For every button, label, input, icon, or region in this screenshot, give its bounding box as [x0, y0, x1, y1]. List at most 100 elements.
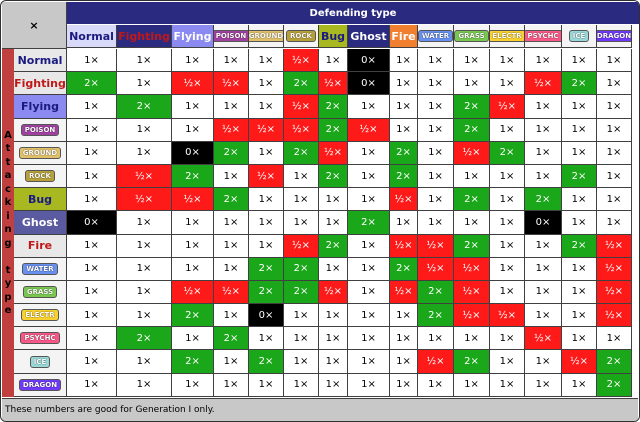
effectiveness-cell: 1× — [390, 72, 418, 96]
effectiveness-cell: 1× — [525, 118, 562, 142]
row-header-fire: Fire — [14, 234, 67, 258]
effectiveness-cell: 2× — [390, 141, 418, 165]
effectiveness-cell: 1× — [284, 188, 319, 212]
column-header-badge: ELECTR — [490, 30, 524, 42]
column-header-electr: ELECTR — [490, 25, 525, 48]
effectiveness-cell: 2× — [348, 211, 390, 235]
row-header-badge: DRAGON — [18, 378, 62, 391]
effectiveness-cell: 1× — [67, 141, 117, 165]
effectiveness-cell: 1× — [117, 49, 172, 73]
effectiveness-cell: 2× — [284, 72, 319, 96]
table-row: 1× 2× 1× 1× 1× ½× 2× 1× 1× 1× 2× ½× 1× 1× 1× — [67, 95, 632, 119]
effectiveness-cell: 2× — [319, 118, 348, 142]
effectiveness-cell: 1× — [525, 164, 562, 189]
effectiveness-cell: 1× — [67, 304, 117, 328]
effectiveness-cell: 0× — [525, 211, 562, 235]
attacking-label-char: p — [4, 291, 12, 303]
effectiveness-cell: 2× — [490, 141, 525, 165]
effectiveness-cell: 1× — [597, 141, 632, 165]
column-header-badge: GRASS — [454, 30, 489, 42]
table-row: 1× 1× 0× 2× 1× 2× ½× 1× 2× 1× ½× 2× 1× 1× 1× — [67, 141, 632, 165]
effectiveness-cell: 1× — [418, 49, 454, 73]
effectiveness-cell: 1× — [562, 373, 597, 397]
effectiveness-cell: 1× — [117, 257, 172, 281]
column-header-badge: PSYCHC — [525, 30, 561, 42]
table-row: 1× ½× ½× 2× 1× 1× 1× 1× ½× 1× 2× 1× 2× 1× 1× — [67, 188, 632, 212]
effectiveness-cell: 1× — [67, 234, 117, 258]
column-header-badge: Bug — [320, 29, 346, 43]
row-header-badge: ICE — [29, 355, 51, 368]
effectiveness-cell: 1× — [390, 373, 418, 397]
effectiveness-cell: 1× — [562, 257, 597, 281]
effectiveness-cell: 2× — [249, 280, 284, 305]
effectiveness-cell: 1× — [249, 373, 284, 397]
effectiveness-cell: 2× — [249, 257, 284, 281]
effectiveness-cell: ½× — [319, 280, 348, 305]
table-row: 1× 1× 2× 1× 2× 1× 1× 1× 1× ½× 2× 1× 1× ½× 2× — [67, 350, 632, 374]
effectiveness-cell: 1× — [490, 350, 525, 374]
effectiveness-cell: 1× — [67, 373, 117, 397]
attacking-label-char: a — [4, 170, 12, 181]
effectiveness-cell: ½× — [284, 234, 319, 258]
effectiveness-cell: 2× — [284, 257, 319, 281]
effectiveness-cell: 2× — [562, 234, 597, 258]
effectiveness-cell: 1× — [525, 280, 562, 305]
effectiveness-cell: 2× — [597, 350, 632, 374]
effectiveness-cell: 1× — [319, 257, 348, 281]
effectiveness-cell: 1× — [597, 327, 632, 351]
column-header-grass: GRASS — [454, 25, 490, 48]
effectiveness-cell: 1× — [562, 49, 597, 73]
effectiveness-cell: 1× — [67, 188, 117, 212]
effectiveness-cell: 1× — [454, 72, 490, 96]
effectiveness-cell: 1× — [348, 327, 390, 351]
row-header-water: WATER — [14, 257, 67, 281]
effectiveness-cell: 2× — [319, 95, 348, 119]
effectiveness-cell: 1× — [562, 188, 597, 212]
effectiveness-cell: 1× — [418, 164, 454, 189]
effectiveness-cell: 2× — [284, 280, 319, 305]
effectiveness-cell: ½× — [214, 72, 249, 96]
attacking-label-char: t — [5, 143, 11, 154]
effectiveness-cell: 1× — [597, 72, 632, 96]
attacking-label-char: e — [4, 305, 12, 316]
effectiveness-cell: 0× — [348, 49, 390, 73]
row-header-ghost: Ghost — [14, 211, 67, 235]
effectiveness-cell: 1× — [172, 95, 214, 119]
column-header-poison: POISON — [214, 25, 249, 48]
column-header-badge: WATER — [418, 30, 453, 42]
row-header-badge: GROUND — [18, 146, 62, 159]
row-header-badge: Fighting — [14, 76, 66, 90]
effectiveness-cell: ½× — [597, 304, 632, 328]
row-header-badge: ROCK — [25, 170, 55, 183]
effectiveness-cell: 1× — [284, 373, 319, 397]
attacking-label-char: c — [5, 183, 11, 195]
effectiveness-cell: ½× — [214, 280, 249, 305]
effectiveness-cell: 1× — [390, 95, 418, 119]
table-row: 1× ½× 2× 1× ½× 1× 2× 1× 2× 1× 1× 1× 1× 2× 1× — [67, 164, 632, 189]
column-header-badge: Flying — [173, 29, 212, 43]
effectiveness-cell: 1× — [454, 211, 490, 235]
table-row: 1× 1× 2× 1× 0× 1× 1× 1× 1× 2× ½× ½× 1× 1× ½× — [67, 304, 632, 328]
column-header-badge: DRAGON — [597, 30, 631, 42]
effectiveness-cell: 2× — [454, 350, 490, 374]
effectiveness-cell: 1× — [525, 304, 562, 328]
effectiveness-cell: 0× — [67, 211, 117, 235]
column-header-badge: ICE — [568, 30, 590, 42]
effectiveness-cell: ½× — [117, 188, 172, 212]
column-header-badge: Ghost — [350, 29, 387, 43]
effectiveness-cell: 0× — [348, 72, 390, 96]
effectiveness-cell: 1× — [249, 234, 284, 258]
effectiveness-cell: 1× — [525, 234, 562, 258]
effectiveness-cell: 1× — [214, 350, 249, 374]
effectiveness-cell: 1× — [67, 49, 117, 73]
effectiveness-cell: 1× — [390, 350, 418, 374]
effectiveness-cell: 1× — [249, 211, 284, 235]
effectiveness-cell: 1× — [319, 304, 348, 328]
attacking-label-char: t — [5, 264, 11, 276]
effectiveness-cell: 1× — [418, 118, 454, 142]
effectiveness-cell: 1× — [348, 164, 390, 189]
effectiveness-cell: ½× — [454, 257, 490, 281]
effectiveness-cell: 1× — [172, 211, 214, 235]
effectiveness-cell: ½× — [418, 350, 454, 374]
effectiveness-cell: ½× — [390, 280, 418, 305]
